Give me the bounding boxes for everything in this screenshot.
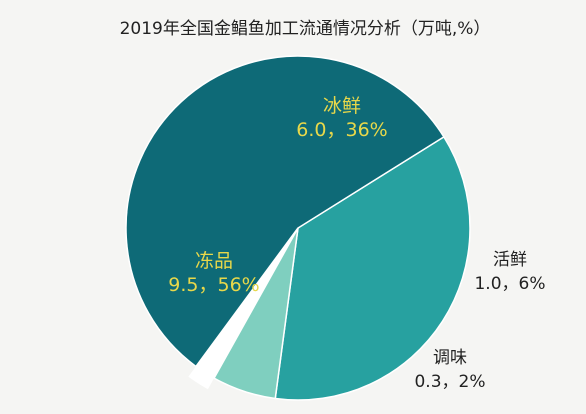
pie-labels: 冰鲜6.0，36% 活鲜 1.0，6% 调味 0.3，2% 冻品9.5，56% — [168, 95, 545, 392]
slice-value-label: 6.0，36% — [296, 119, 387, 141]
slice-value-label: 1.0，6% — [474, 274, 545, 294]
pie-slice-3 — [125, 55, 445, 368]
slice-name-label: 冻品 — [195, 250, 233, 272]
slice-value-label: 9.5，56% — [168, 274, 259, 296]
pie-slice-0 — [274, 135, 471, 401]
slice-value-label: 0.3，2% — [414, 372, 485, 392]
slice-name-label: 冰鲜 — [323, 95, 361, 117]
pie-slice-1 — [213, 227, 299, 400]
slice-name-label: 调味 — [433, 348, 467, 368]
slice-name-label: 活鲜 — [493, 250, 527, 270]
pie-slices — [125, 55, 471, 401]
pie-slice-2 — [188, 237, 293, 390]
chart-title: 2019年全国金鲳鱼加工流通情况分析（万吨,%） — [120, 19, 491, 39]
